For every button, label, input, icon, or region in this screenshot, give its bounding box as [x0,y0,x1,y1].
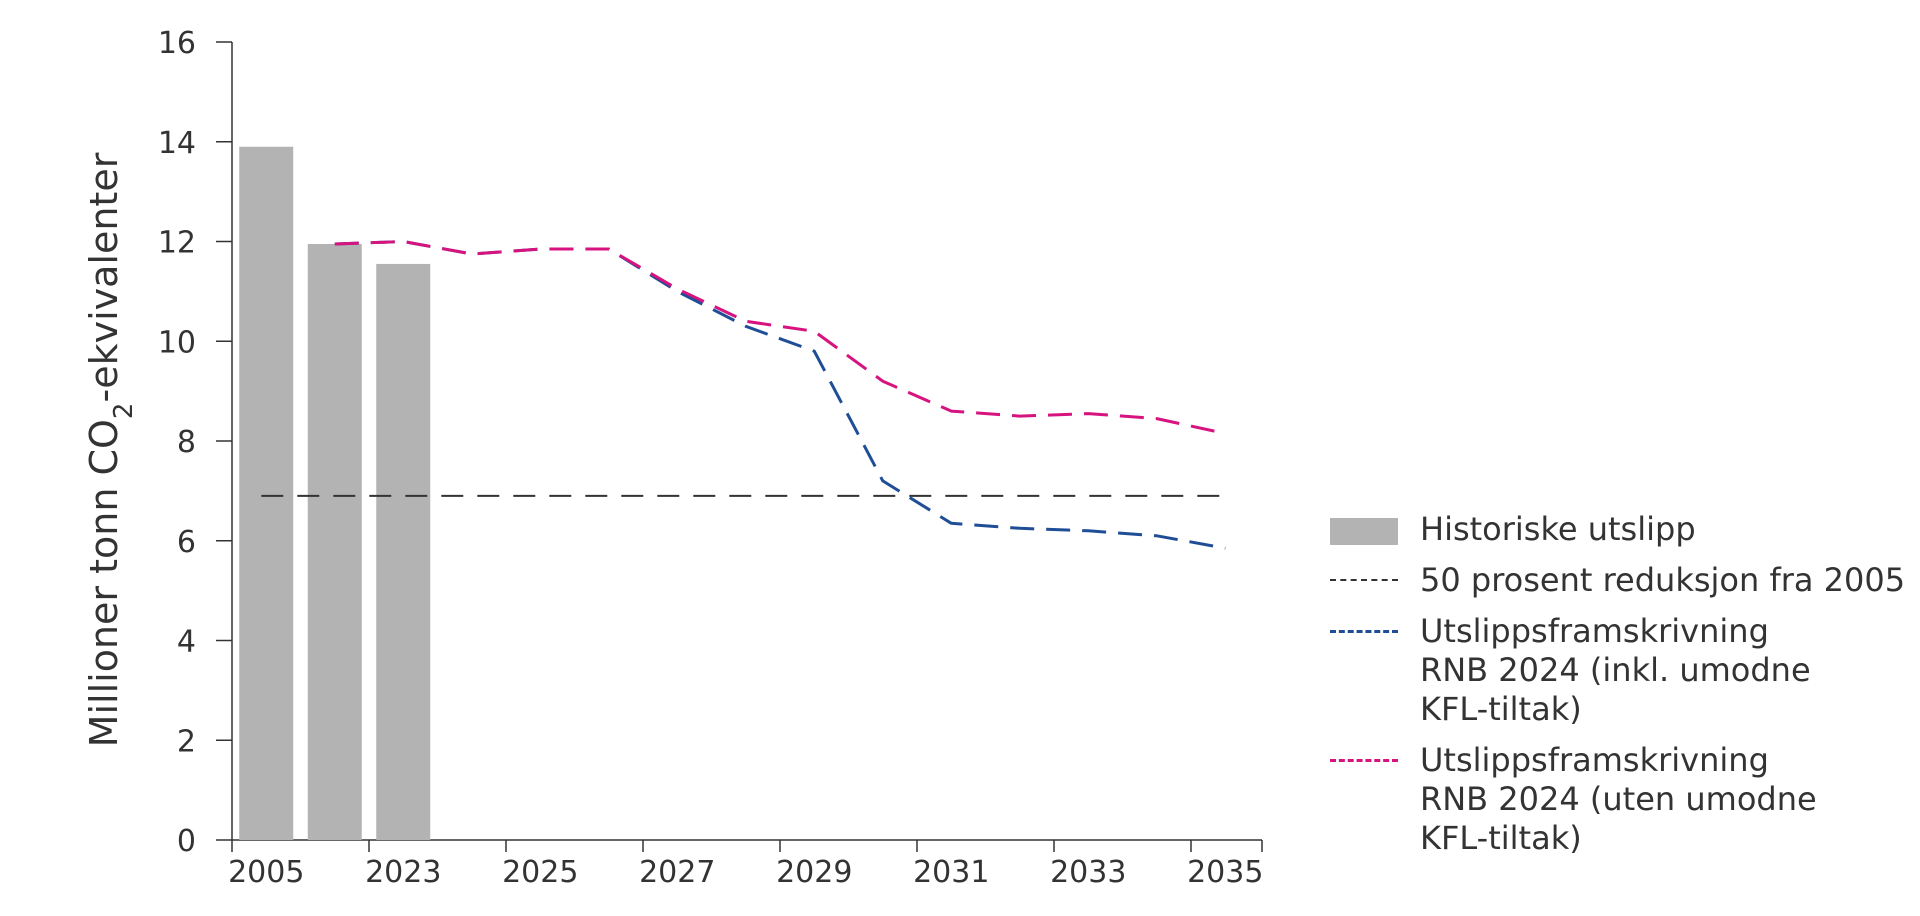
y-tick-label: 6 [177,525,196,560]
y-axis-title-main: Millioner tonn CO [82,419,126,747]
x-tick-label: 2023 [365,855,441,890]
projection-incl-line [334,240,1226,550]
bars [239,146,431,841]
bar-historical [376,263,431,841]
y-tick-label: 4 [177,625,196,660]
legend-label-target: 50 prosent reduksjon fra 2005 [1420,561,1906,599]
legend-swatch-target-line [1330,579,1398,581]
x-tick-label: 2033 [1050,855,1126,890]
legend-swatch-blue-line [1330,630,1398,633]
bar-historical [239,146,294,841]
legend: Historiske utslipp 50 prosent reduksjon … [1330,510,1920,870]
y-axis-title: Millioner tonn CO2-ekvivalenter [82,152,139,747]
legend-label-historical: Historiske utslipp [1420,510,1696,548]
x-tick-label: 2005 [228,855,304,890]
x-tick-label: 2025 [502,855,578,890]
x-tick-label: 2029 [776,855,852,890]
series-lines [261,240,1232,550]
y-axis-title-subscript: 2 [109,403,139,420]
x-tick-label: 2027 [639,855,715,890]
x-tick-label: 2031 [913,855,989,890]
legend-swatch-pink-line [1330,759,1398,762]
y-tick-label: 10 [158,325,196,360]
legend-label-projection-incl: Utslippsframskrivning RNB 2024 (inkl. um… [1420,612,1811,728]
projection-excl-line [334,240,1226,435]
y-tick-label: 12 [158,226,196,261]
y-tick-label: 8 [177,425,196,460]
y-tick-label: 14 [158,126,196,161]
y-tick-label: 2 [177,724,196,759]
bar-historical [307,243,362,840]
legend-item-target: 50 prosent reduksjon fra 2005 [1330,561,1920,600]
axes: 0 2 4 6 8 10 12 14 16 2005 2023 2025 2027 2029 2031 203… [158,26,1264,890]
legend-swatch-bar [1330,518,1398,545]
y-tick-label: 16 [158,26,196,61]
y-axis-title-suffix: -ekvivalenter [82,152,126,402]
legend-item-projection-excl: Utslippsframskrivning RNB 2024 (uten umo… [1330,741,1920,858]
y-tick-label: 0 [177,824,196,859]
legend-item-historical: Historiske utslipp [1330,510,1920,549]
y-axis-title-group: Millioner tonn CO2-ekvivalenter [82,152,139,747]
legend-label-projection-excl: Utslippsframskrivning RNB 2024 (uten umo… [1420,741,1817,857]
legend-item-projection-incl: Utslippsframskrivning RNB 2024 (inkl. um… [1330,612,1920,729]
x-tick-label: 2035 [1187,855,1263,890]
